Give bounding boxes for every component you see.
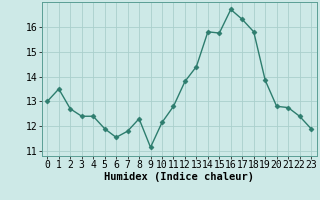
X-axis label: Humidex (Indice chaleur): Humidex (Indice chaleur) xyxy=(104,172,254,182)
